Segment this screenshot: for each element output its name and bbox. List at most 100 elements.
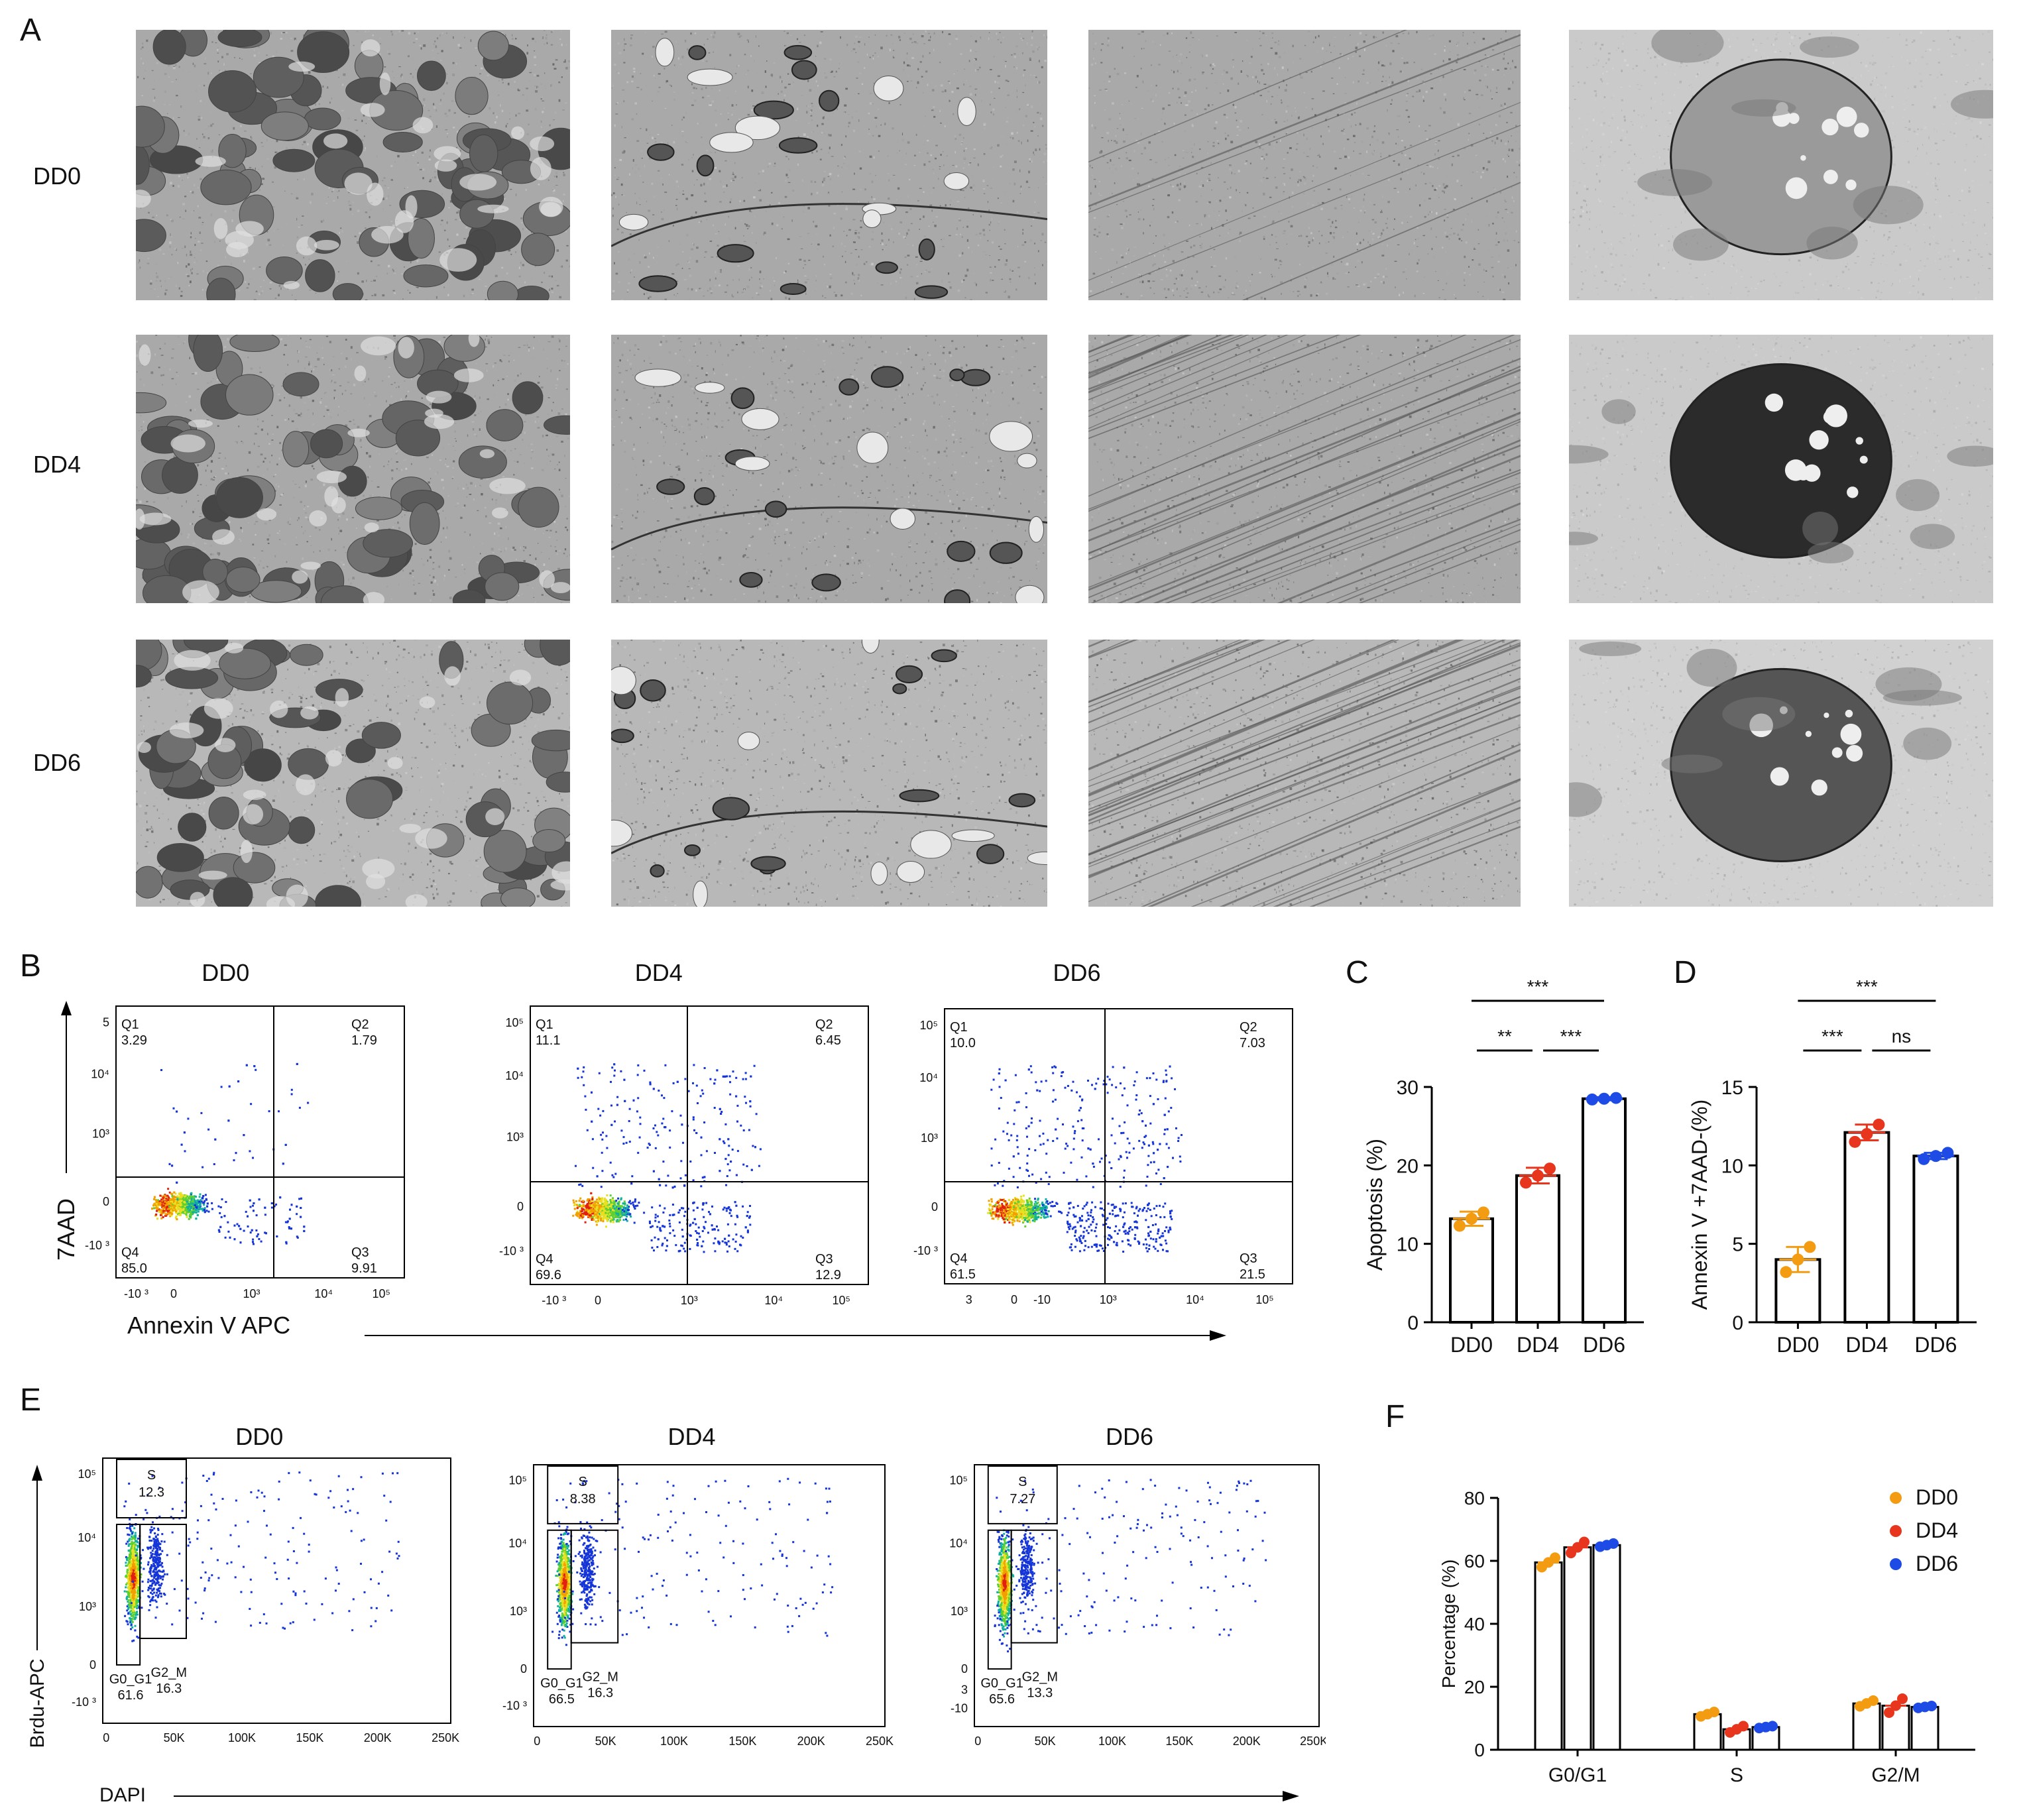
event-dot: [726, 1223, 729, 1225]
plot-frame: [944, 1008, 1293, 1284]
event-dot: [601, 1151, 603, 1154]
event-dot: [190, 1192, 193, 1194]
event-dot: [192, 1201, 195, 1204]
event-dot: [154, 1562, 157, 1564]
event-dot: [1008, 1209, 1011, 1212]
event-dot: [990, 1210, 993, 1212]
event-dot: [613, 1212, 616, 1214]
x-tick-label: DD4: [1845, 1333, 1888, 1357]
event-dot: [654, 1216, 657, 1219]
event-dot: [153, 1575, 156, 1577]
event-dot: [625, 1141, 628, 1144]
event-dot: [684, 1078, 687, 1080]
event-dot: [191, 1200, 194, 1203]
event-dot: [129, 1587, 131, 1590]
event-dot: [154, 1539, 157, 1541]
event-dot: [162, 1197, 164, 1200]
event-dot: [167, 1199, 170, 1201]
event-dot: [147, 1561, 150, 1564]
event-dot: [1032, 1206, 1035, 1209]
event-dot: [140, 1556, 143, 1559]
event-dot: [588, 1200, 591, 1202]
event-dot: [1048, 1176, 1051, 1178]
event-dot: [601, 1138, 604, 1141]
event-dot: [160, 1204, 163, 1207]
y-tick-label: 10: [1721, 1155, 1743, 1177]
event-dot: [1012, 1221, 1015, 1223]
event-dot: [1084, 1245, 1086, 1247]
event-dot: [1095, 1223, 1098, 1225]
event-dot: [152, 1562, 155, 1565]
event-dot: [218, 1230, 221, 1233]
event-dot: [1038, 1204, 1041, 1206]
event-dot: [1008, 1199, 1010, 1202]
event-dot: [585, 1206, 588, 1209]
event-dot: [159, 1575, 162, 1577]
event-dot: [1073, 1216, 1076, 1218]
event-dot: [1162, 1249, 1164, 1251]
event-dot: [131, 1544, 134, 1546]
event-dot: [137, 1636, 140, 1639]
event-dot: [1101, 1214, 1104, 1216]
event-dot: [135, 1583, 137, 1585]
event-dot: [638, 1202, 640, 1204]
event-dot: [692, 1209, 695, 1212]
event-dot: [206, 1202, 209, 1205]
event-dot: [1013, 1205, 1015, 1208]
event-dot: [1065, 1143, 1068, 1145]
event-dot: [1169, 1226, 1171, 1229]
event-dot: [1147, 1208, 1149, 1210]
event-dot: [159, 1204, 162, 1206]
event-dot: [177, 1213, 179, 1216]
event-dot: [1157, 1098, 1159, 1100]
event-dot: [1013, 1204, 1016, 1206]
event-dot: [1164, 1202, 1167, 1205]
event-dot: [183, 1204, 186, 1206]
event-dot: [585, 1211, 587, 1214]
y-tick-label: 20: [1397, 1155, 1418, 1177]
event-dot: [1036, 1089, 1039, 1092]
event-dot: [126, 1559, 129, 1562]
event-dot: [617, 1197, 620, 1200]
event-dot: [630, 1202, 632, 1205]
micrograph-3-1: [136, 640, 570, 907]
event-dot: [1025, 1217, 1027, 1220]
event-dot: [611, 1199, 614, 1202]
event-dot: [200, 1200, 203, 1203]
event-dot: [164, 1200, 166, 1203]
event-dot: [1074, 1225, 1076, 1228]
event-dot: [603, 1216, 606, 1218]
event-dot: [1059, 1211, 1062, 1213]
event-dot: [1135, 1207, 1137, 1210]
event-dot: [129, 1592, 131, 1595]
event-dot: [153, 1581, 156, 1584]
event-dot: [713, 1227, 716, 1230]
event-dot: [1078, 1095, 1081, 1098]
event-dot: [714, 1237, 717, 1240]
event-dot: [1153, 1152, 1155, 1155]
event-dot: [625, 1218, 627, 1221]
event-dot: [1070, 1246, 1072, 1249]
event-dot: [154, 1571, 157, 1573]
event-dot: [1072, 1137, 1075, 1140]
event-dot: [1021, 1205, 1024, 1207]
event-dot: [187, 1211, 189, 1214]
event-dot: [1123, 1169, 1126, 1172]
event-dot: [1008, 1212, 1011, 1214]
event-dot: [133, 1538, 136, 1540]
event-dot: [671, 1214, 674, 1216]
event-dot: [239, 1241, 242, 1244]
event-dot: [1167, 1110, 1170, 1113]
event-dot: [622, 1206, 625, 1209]
event-dot: [132, 1564, 134, 1566]
event-dot: [1006, 1214, 1008, 1217]
event-dot: [227, 1119, 230, 1122]
event-dot: [1017, 1207, 1019, 1210]
event-dot: [155, 1214, 158, 1216]
event-dot: [129, 1525, 131, 1528]
event-dot: [665, 1184, 667, 1187]
event-dot: [1000, 1211, 1003, 1214]
event-dot: [164, 1197, 166, 1200]
data-point-dd4: [1532, 1169, 1544, 1182]
event-dot: [1028, 1200, 1030, 1202]
